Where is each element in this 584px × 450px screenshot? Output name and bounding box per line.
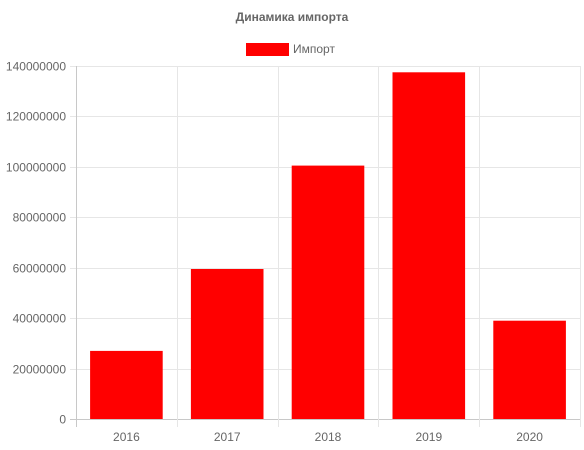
bar-2020[interactable] xyxy=(493,320,566,419)
x-tick-label: 2017 xyxy=(214,430,241,444)
y-tick-label: 100000000 xyxy=(6,161,66,175)
bars xyxy=(90,72,566,420)
x-tick-label: 2020 xyxy=(516,430,543,444)
y-tick-label: 80000000 xyxy=(13,211,67,225)
y-tick-label: 40000000 xyxy=(13,312,67,326)
y-tick-label: 60000000 xyxy=(13,262,67,276)
x-tick-label: 2018 xyxy=(315,430,342,444)
y-axis-ticks: 0 20000000 40000000 60000000 80000000 1000000… xyxy=(6,60,66,427)
bar-2018[interactable] xyxy=(291,165,365,419)
legend-swatch xyxy=(246,43,289,56)
bar-2019[interactable] xyxy=(392,72,466,420)
x-axis-ticks: 2016 2017 2018 2019 2020 xyxy=(113,430,543,444)
legend[interactable]: Импорт xyxy=(246,42,335,56)
y-tick-label: 0 xyxy=(59,413,66,427)
y-tick-label: 140000000 xyxy=(6,60,66,74)
chart-title: Динамика импорта xyxy=(236,10,349,24)
y-tick-label: 20000000 xyxy=(13,363,67,377)
x-tick-label: 2016 xyxy=(113,430,140,444)
legend-label: Импорт xyxy=(293,42,335,56)
bar-2017[interactable] xyxy=(190,269,264,419)
bar-2016[interactable] xyxy=(90,350,163,419)
y-tick-label: 120000000 xyxy=(6,110,66,124)
x-tick-label: 2019 xyxy=(415,430,442,444)
